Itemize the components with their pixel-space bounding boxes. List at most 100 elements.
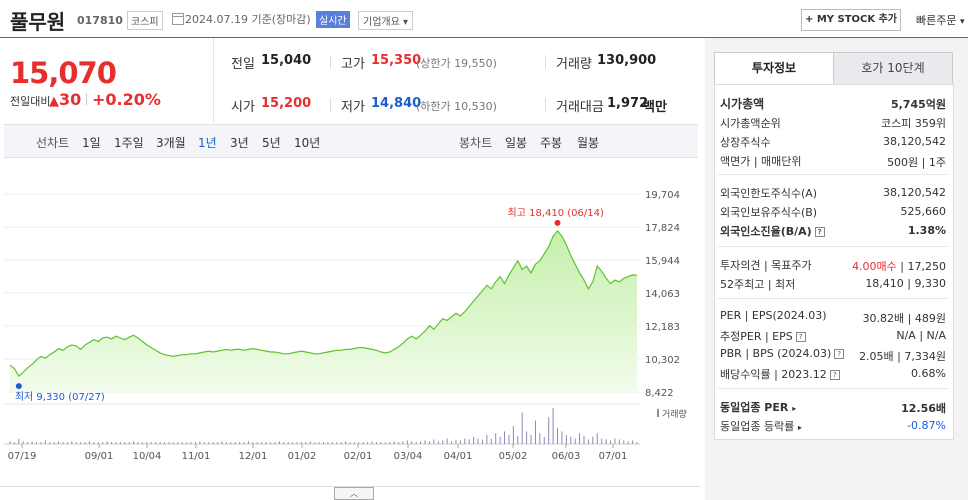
volume-bar xyxy=(464,438,466,444)
candle-weekly[interactable]: 주봉 xyxy=(540,136,563,150)
volume-bar xyxy=(261,442,263,444)
company-overview-button[interactable]: 기업개요 ▾ xyxy=(358,11,414,30)
y-tick-label: 8,422 xyxy=(645,388,674,399)
volume-bar xyxy=(93,442,95,444)
help-icon[interactable]: ? xyxy=(814,227,825,237)
sector-per-label[interactable]: 동일업종 PER ▸ xyxy=(720,399,796,415)
volume-bar xyxy=(411,441,413,444)
x-tick-label: 09/01 xyxy=(85,451,114,462)
volume-bar xyxy=(27,442,29,444)
volume-bar xyxy=(596,433,598,444)
est-per-value: N/A | N/A xyxy=(896,329,946,342)
period-10y[interactable]: 10년 xyxy=(294,136,321,150)
volume-legend-label: 거래량 xyxy=(662,408,687,420)
period-5y[interactable]: 5년 xyxy=(262,136,281,150)
est-per-label: 추정PER | EPS? xyxy=(720,328,806,344)
volume-bar xyxy=(150,442,152,444)
upper-limit: (상한가 19,550) xyxy=(416,57,497,70)
volume-bar xyxy=(610,440,612,444)
volume-bar xyxy=(40,442,42,444)
help-icon[interactable]: ? xyxy=(829,370,840,380)
foreign-ratio-label-text: 외국인소진율(B/A) xyxy=(720,225,812,238)
x-tick-label: 03/04 xyxy=(394,451,423,462)
period-1w[interactable]: 1주일 xyxy=(114,136,144,150)
volume-bar xyxy=(495,433,497,444)
base-date: 2024.07.19 기준(장마감) xyxy=(185,13,311,26)
candle-monthly[interactable]: 월봉 xyxy=(577,136,600,150)
volume-bar xyxy=(270,442,272,444)
volume-bar xyxy=(71,441,73,444)
help-icon[interactable]: ? xyxy=(834,349,845,359)
foreign-hold-label: 외국인보유주식수(B) xyxy=(720,206,818,219)
current-price: 15,070 xyxy=(10,56,117,90)
volume-bar xyxy=(106,441,108,444)
quick-order-button[interactable]: 빠른주문 ▾ xyxy=(916,12,965,28)
volume-bar xyxy=(186,442,188,444)
volume-bar xyxy=(124,442,126,444)
calendar-icon xyxy=(172,13,184,25)
pbr-bps-label: PBR | BPS (2024.03)? xyxy=(720,347,845,360)
x-tick-label: 07/19 xyxy=(8,451,37,462)
y-tick-label: 19,704 xyxy=(645,190,680,201)
volume-bar xyxy=(526,431,528,444)
volume-bar xyxy=(155,442,157,444)
price-chart[interactable]: 19,704 17,824 15,944 14,063 12,183 10,302 8,42… xyxy=(0,160,700,490)
stock-code: 017810 xyxy=(77,14,123,27)
period-1y[interactable]: 1년 xyxy=(198,136,217,150)
x-tick-label: 12/01 xyxy=(239,451,268,462)
candle-daily[interactable]: 일봉 xyxy=(505,136,528,150)
volume-bar xyxy=(44,440,46,444)
chevron-up-icon: ︿ xyxy=(350,489,358,498)
period-3y[interactable]: 3년 xyxy=(230,136,249,150)
volume-bar xyxy=(565,435,567,444)
tab-order-book[interactable]: 호가 10단계 xyxy=(833,52,953,85)
volume-bar xyxy=(574,438,576,444)
volume-bar xyxy=(490,438,492,444)
52week-value: 18,410 | 9,330 xyxy=(865,277,946,290)
volume-bar xyxy=(481,439,483,444)
foreign-ratio-value: 1.38% xyxy=(907,224,946,237)
volume-bar xyxy=(534,420,536,444)
y-tick-label: 15,944 xyxy=(645,256,680,267)
est-per-label-text: 추정PER | EPS xyxy=(720,330,793,343)
volume-bar xyxy=(141,442,143,444)
volume-bar xyxy=(393,441,395,444)
volume-bar xyxy=(579,433,581,444)
collapse-chart-button[interactable]: ︿ xyxy=(334,487,374,500)
volume-bar xyxy=(168,442,170,444)
stock-name: 풀무원 xyxy=(10,10,66,34)
volume-bar xyxy=(84,442,86,444)
par-value: 500원 | 1주 xyxy=(887,156,946,169)
invest-info-panel xyxy=(714,84,954,440)
divider xyxy=(330,98,331,112)
volume-bar xyxy=(194,442,196,444)
low-value: 14,840 xyxy=(371,96,422,111)
volume-bar xyxy=(234,442,236,444)
price-change-value: 30 xyxy=(59,90,82,109)
volume-bar xyxy=(345,441,347,444)
x-tick-label: 06/03 xyxy=(552,451,581,462)
period-1d[interactable]: 1일 xyxy=(82,136,101,150)
volume-bar xyxy=(53,442,55,444)
stock-header: 풀무원 017810 코스피 2024.07.19 기준(장마감) 실시간 기업… xyxy=(0,0,968,38)
y-tick-label: 14,063 xyxy=(645,289,680,300)
volume-bar xyxy=(605,439,607,444)
target-price: | 17,250 xyxy=(900,260,946,273)
divider xyxy=(718,388,948,389)
per-eps-label: PER | EPS(2024.03) xyxy=(720,309,827,322)
divider xyxy=(718,298,948,299)
my-stock-add-button[interactable]: + MY STOCK 추가 xyxy=(801,9,901,31)
sector-rate-label[interactable]: 동일업종 등락률 ▸ xyxy=(720,418,802,434)
volume-bar xyxy=(362,442,364,444)
volume-bar xyxy=(287,442,289,444)
realtime-button[interactable]: 실시간 xyxy=(316,11,350,28)
tab-invest-info[interactable]: 투자정보 xyxy=(714,52,834,84)
volume-bar xyxy=(517,435,519,444)
volume-bar xyxy=(446,438,448,444)
volume-bar xyxy=(623,440,625,444)
volume-bar xyxy=(415,442,417,444)
period-3m[interactable]: 3개월 xyxy=(156,136,186,150)
divider xyxy=(718,174,948,175)
volume-bar xyxy=(398,442,400,444)
help-icon[interactable]: ? xyxy=(795,332,806,342)
